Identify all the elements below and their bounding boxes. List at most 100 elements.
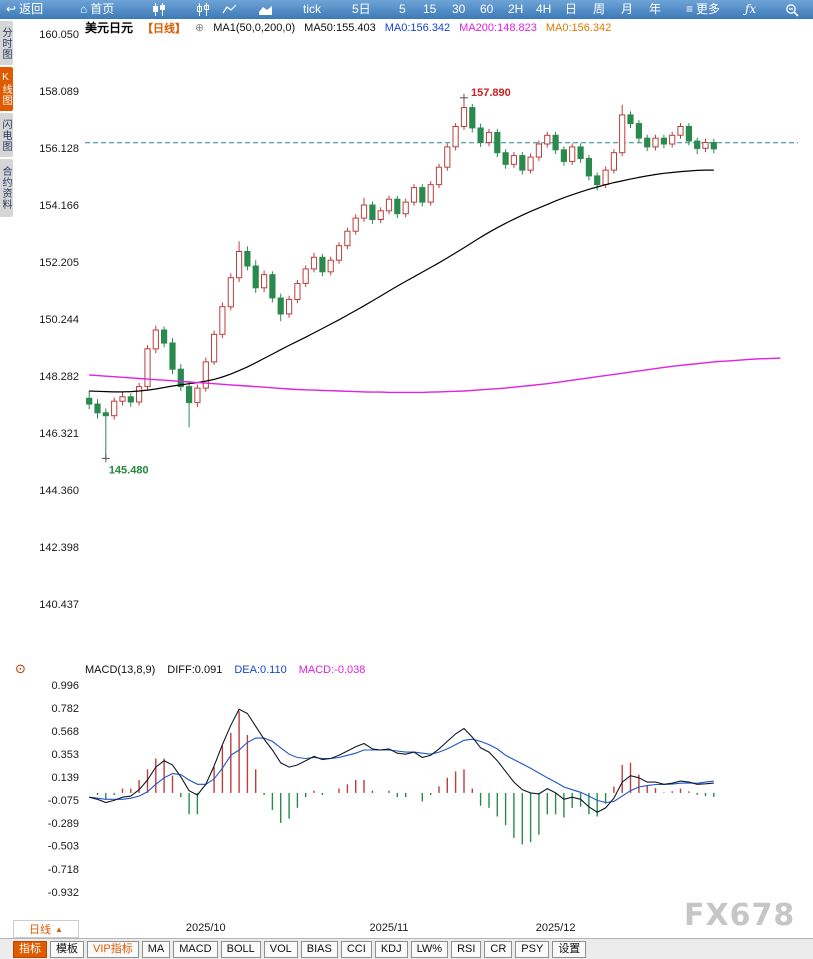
tab-macd[interactable]: MACD: [173, 940, 218, 958]
sidebar-tab-kline[interactable]: K线图: [0, 67, 13, 111]
interval-15m-button-label: 15: [423, 2, 437, 16]
ma200-line: [89, 357, 781, 394]
back-button[interactable]: ↩ 返回: [6, 0, 43, 19]
diff-line: [89, 708, 714, 813]
interval-15m-button[interactable]: 15: [423, 0, 436, 19]
annotations-layer: 157.890 145.480: [101, 87, 511, 476]
more-icon: ≡: [686, 2, 694, 16]
interval-tick-button[interactable]: tick: [303, 0, 321, 19]
watermark: FX678: [684, 898, 796, 933]
svg-text:-0.932: -0.932: [48, 887, 79, 899]
area-chart-button[interactable]: [258, 0, 273, 19]
interval-2h-button[interactable]: 2H: [508, 0, 523, 19]
candlestick-chart-button[interactable]: [152, 0, 166, 19]
interval-2h-button-label: 2H: [508, 2, 524, 16]
hollow-candle-icon: [196, 3, 210, 16]
interval-30m-button[interactable]: 30: [452, 0, 465, 19]
svg-text:-0.503: -0.503: [48, 841, 79, 853]
svg-text:145.480: 145.480: [109, 464, 149, 476]
sidebar-tab-lightning[interactable]: 闪电图: [0, 113, 13, 157]
svg-text:140.437: 140.437: [39, 599, 79, 611]
interval-5m-button[interactable]: 5: [399, 0, 406, 19]
fx-icon: ƒx: [745, 2, 757, 16]
ma0-blue-value: MA0:156.342: [384, 21, 451, 34]
dea-line: [89, 737, 714, 804]
tab-indicator[interactable]: 指标: [13, 940, 47, 958]
triangle-up-icon: ▲: [55, 924, 63, 934]
interval-60m-button-label: 60: [480, 2, 494, 16]
interval-monthly-button-label: 月: [621, 2, 634, 16]
svg-text:146.321: 146.321: [39, 428, 79, 440]
svg-text:142.398: 142.398: [39, 542, 79, 554]
interval-4h-button[interactable]: 4H: [536, 0, 551, 19]
svg-text:158.089: 158.089: [39, 86, 79, 98]
more-button[interactable]: ≡ 更多: [686, 0, 720, 19]
ma50-line: [89, 169, 714, 393]
tab-boll[interactable]: BOLL: [220, 940, 261, 958]
svg-text:156.128: 156.128: [39, 143, 79, 155]
sidebar-tab-contract-info[interactable]: 合约资料: [0, 159, 13, 217]
symbol-title: 美元日元: [85, 21, 134, 35]
tab-cr[interactable]: CR: [484, 940, 513, 958]
back-button-label: 返回: [19, 2, 44, 16]
period-label: 【日线】: [142, 22, 187, 35]
svg-text:160.050: 160.050: [39, 29, 79, 41]
tab-lwr[interactable]: LW%: [410, 940, 449, 958]
interval-monthly-button[interactable]: 月: [621, 0, 633, 19]
tab-psy[interactable]: PSY: [515, 940, 550, 958]
period-selector-label: 日线: [29, 924, 52, 936]
interval-4h-button-label: 4H: [536, 2, 552, 16]
sidebar-tab-time-chart[interactable]: 分时图: [0, 21, 13, 65]
indicator-dot-icon[interactable]: ⊙: [15, 661, 26, 676]
interval-daily-button-label: 日: [565, 2, 578, 16]
hollow-candle-chart-button[interactable]: [196, 0, 210, 19]
price-axis: 160.050 158.089 156.128 154.166 152.205 150.2…: [39, 29, 79, 611]
tab-settings[interactable]: 设置: [552, 940, 587, 958]
svg-text:0.782: 0.782: [51, 703, 79, 715]
interval-weekly-button[interactable]: 周: [593, 0, 605, 19]
tab-vol[interactable]: VOL: [263, 940, 298, 958]
svg-text:154.166: 154.166: [39, 200, 79, 212]
interval-tick-button-label: tick: [303, 2, 321, 16]
svg-text:2025/11: 2025/11: [370, 922, 409, 934]
svg-text:2025/12: 2025/12: [536, 922, 576, 934]
svg-text:157.890: 157.890: [471, 87, 511, 99]
svg-text:0.139: 0.139: [51, 772, 79, 784]
period-selector[interactable]: 日线 ▲: [13, 920, 79, 938]
tab-rsi[interactable]: RSI: [451, 940, 482, 958]
macd-diff-value: DIFF:0.091: [167, 664, 223, 676]
svg-text:0.353: 0.353: [51, 749, 79, 761]
interval-weekly-button-label: 周: [593, 2, 606, 16]
line-chart-icon: [222, 3, 237, 16]
tab-cci[interactable]: CCI: [340, 940, 372, 958]
macd-title: MACD(13,8,9): [85, 664, 156, 676]
tab-template[interactable]: 模板: [50, 940, 84, 958]
interval-5d-button-label: 5日: [352, 2, 371, 16]
home-icon: ⌂: [80, 2, 88, 16]
add-overlay-icon[interactable]: ⊕: [195, 22, 205, 34]
fx-indicator-button[interactable]: ƒx: [745, 0, 756, 19]
ma200-value: MA200:148.823: [459, 21, 537, 34]
tab-ma[interactable]: MA: [141, 940, 171, 958]
top-toolbar: ↩ 返回 ⌂ 首页 tick 5日 5 15 30 60 2H 4H 日 周 月 年 ≡ 更多 ƒx: [0, 0, 813, 19]
ma-config-label: MA1(50,0,200,0): [213, 21, 296, 34]
tab-kdj[interactable]: KDJ: [374, 940, 408, 958]
macd-value: MACD:-0.038: [298, 664, 366, 676]
home-button[interactable]: ⌂ 首页: [80, 0, 114, 19]
interval-60m-button[interactable]: 60: [480, 0, 493, 19]
svg-text:150.244: 150.244: [39, 314, 79, 326]
line-chart-button[interactable]: [222, 0, 237, 19]
interval-30m-button-label: 30: [452, 2, 466, 16]
interval-yearly-button[interactable]: 年: [649, 0, 661, 19]
interval-daily-button[interactable]: 日: [565, 0, 577, 19]
tab-bias[interactable]: BIAS: [300, 940, 338, 958]
tab-vip-indicator[interactable]: VIP指标: [87, 940, 139, 958]
svg-text:0.568: 0.568: [51, 726, 79, 738]
ma0-orange-value: MA0:156.342: [545, 21, 612, 34]
interval-5d-button[interactable]: 5日: [352, 0, 371, 19]
zoom-out-button[interactable]: [785, 0, 799, 19]
svg-text:148.282: 148.282: [39, 371, 79, 383]
svg-text:144.360: 144.360: [39, 485, 79, 497]
svg-text:-0.718: -0.718: [48, 864, 79, 876]
